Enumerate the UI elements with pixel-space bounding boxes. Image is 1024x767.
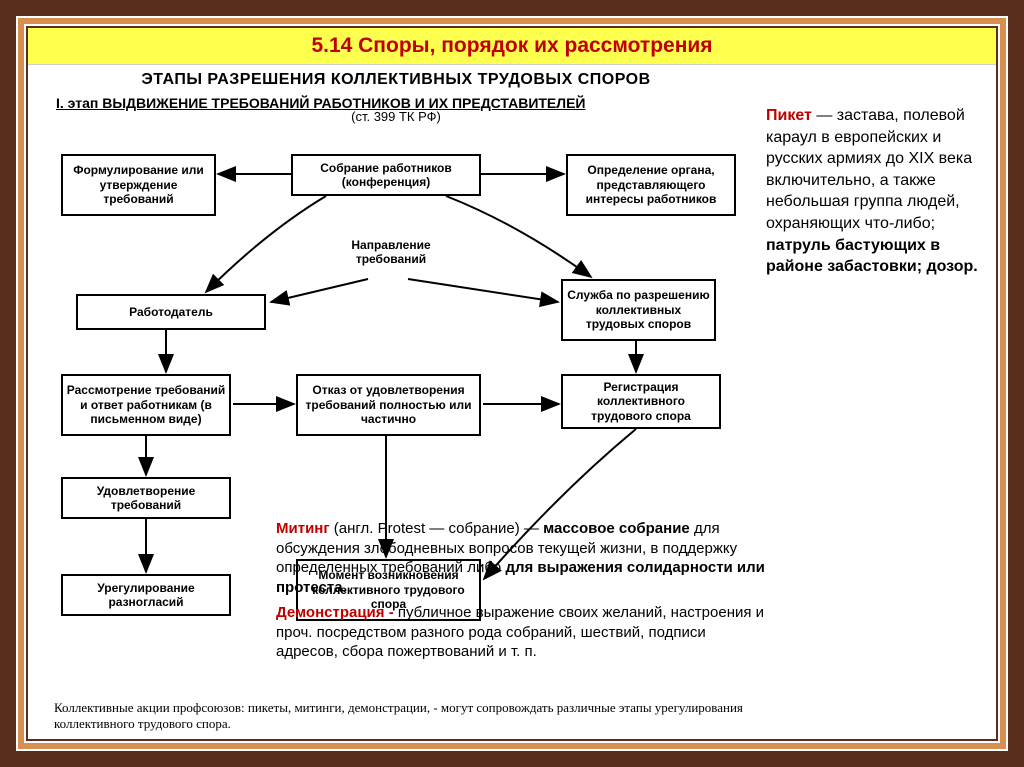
flow-box-b4: Работодатель [76, 294, 266, 330]
def-miting: Митинг (англ. Protest — собрание) — масс… [276, 519, 766, 597]
flow-box-b10: Урегулирование разногласий [61, 574, 231, 616]
flow-box-b7: Отказ от удовлетворения требований полно… [296, 374, 481, 436]
def-demo: Демонстрация - публичное выражение своих… [276, 603, 766, 662]
diagram-area: ЭТАПЫ РАЗРЕШЕНИЯ КОЛЛЕКТИВНЫХ ТРУДОВЫХ С… [36, 69, 756, 740]
flow-box-b5: Служба по разрешению коллективных трудов… [561, 279, 716, 341]
term-piket: Пикет [766, 107, 812, 124]
flow-box-b2: Собрание работников (конференция) [291, 154, 481, 196]
definitions-block: Митинг (англ. Protest — собрание) — масс… [276, 519, 766, 668]
content-area: ЭТАПЫ РАЗРЕШЕНИЯ КОЛЛЕКТИВНЫХ ТРУДОВЫХ С… [28, 65, 996, 736]
term-miting: Митинг [276, 520, 330, 537]
flow-box-b9: Удовлетворение требований [61, 477, 231, 519]
direction-label: Направление требований [336, 239, 446, 267]
outer-frame: 5.14 Споры, порядок их рассмотрения ЭТАП… [0, 0, 1024, 767]
bottom-note: Коллективные акции профсоюзов: пикеты, м… [54, 700, 754, 733]
mid-frame: 5.14 Споры, порядок их рассмотрения ЭТАП… [18, 18, 1006, 749]
diagram-reference: (ст. 399 ТК РФ) [36, 109, 756, 124]
flow-box-b1: Формулирование или утверждение требовани… [61, 154, 216, 216]
flow-box-b3: Определение органа, представляющего инте… [566, 154, 736, 216]
page-title: 5.14 Споры, порядок их рассмотрения [28, 28, 996, 65]
inner-frame: 5.14 Споры, порядок их рассмотрения ЭТАП… [26, 26, 998, 741]
flow-box-b6: Рассмотрение требований и ответ работник… [61, 374, 231, 436]
sidebar-definition: Пикет — застава, полевой караул в европе… [766, 105, 986, 278]
diagram-heading: ЭТАПЫ РАЗРЕШЕНИЯ КОЛЛЕКТИВНЫХ ТРУДОВЫХ С… [36, 71, 756, 89]
flow-box-b8: Регистрация коллективного трудового спор… [561, 374, 721, 429]
term-demo: Демонстрация - [276, 604, 398, 621]
